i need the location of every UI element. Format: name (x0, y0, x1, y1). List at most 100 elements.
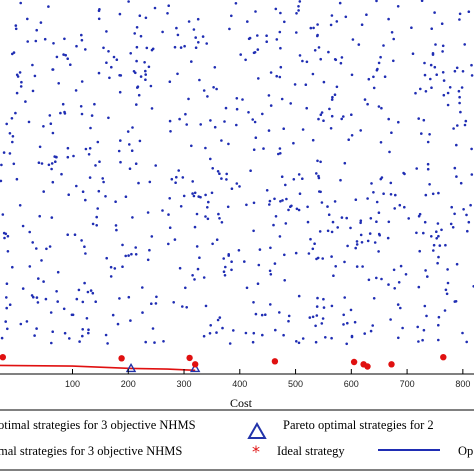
scatter-point (202, 334, 206, 338)
scatter-point (222, 270, 226, 274)
scatter-point (230, 187, 234, 190)
scatter-point (192, 194, 196, 198)
scatter-point (419, 87, 422, 91)
scatter-point (196, 17, 200, 21)
scatter-point (48, 245, 52, 248)
scatter-point (320, 201, 324, 204)
scatter-point (251, 118, 254, 121)
scatter-point (453, 300, 457, 303)
scatter-point (375, 0, 378, 3)
scatter-point (75, 297, 79, 301)
scatter-point (199, 123, 202, 126)
scatter-point (162, 340, 165, 343)
scatter-point (216, 170, 220, 173)
scatter-point (458, 18, 461, 21)
scatter-point (254, 136, 258, 139)
scatter-point (315, 172, 318, 175)
scatter-point (8, 152, 12, 155)
scatter-point (135, 26, 139, 29)
scatter-point (30, 294, 34, 297)
scatter-point (363, 332, 367, 335)
scatter-point (269, 71, 273, 74)
scatter-point (335, 20, 339, 23)
scatter-point (301, 177, 304, 180)
scatter-point (347, 138, 351, 141)
scatter-point (397, 336, 400, 340)
scatter-point (216, 318, 220, 322)
scatter-point (459, 181, 463, 185)
scatter-point (280, 175, 284, 178)
scatter-point (228, 27, 231, 31)
scatter-point (202, 89, 206, 92)
scatter-point (50, 216, 54, 219)
plot-area (0, 0, 474, 373)
scatter-point (320, 322, 324, 325)
scatter-point (187, 97, 190, 101)
scatter-point (129, 52, 132, 55)
scatter-point (275, 38, 279, 41)
scatter-point (84, 147, 88, 151)
scatter-point (88, 147, 92, 150)
scatter-point (85, 317, 89, 320)
scatter-point (377, 211, 381, 214)
scatter-point (21, 224, 25, 228)
scatter-point (383, 75, 387, 78)
scatter-point (319, 57, 323, 61)
scatter-point (435, 237, 439, 240)
scatter-point (235, 182, 239, 185)
scatter-point (173, 238, 177, 241)
scatter-point (184, 286, 187, 290)
scatter-point (389, 181, 393, 185)
scatter-point (371, 324, 375, 327)
scatter-point (455, 143, 458, 147)
scatter-point (389, 193, 393, 196)
scatter-point (316, 33, 319, 37)
scatter-point (167, 213, 170, 216)
scatter-point (183, 44, 186, 48)
scatter-point (185, 306, 188, 309)
scatter-point (227, 253, 230, 256)
scatter-point (429, 63, 433, 67)
scatter-point (470, 74, 474, 77)
scatter-point (327, 213, 331, 216)
scatter-point (322, 80, 326, 84)
scatter-point (435, 73, 439, 76)
scatter-point (256, 48, 260, 51)
scatter-point (26, 17, 29, 21)
scatter-point (432, 249, 435, 252)
scatter-point (320, 111, 324, 114)
scatter-point (20, 80, 23, 84)
scatter-point (268, 199, 272, 203)
scatter-point (75, 184, 78, 188)
scatter-point (390, 131, 393, 134)
scatter-point (168, 119, 172, 123)
scatter-point (380, 277, 383, 281)
scatter-point (91, 222, 95, 226)
scatter-point (190, 60, 193, 63)
legend-box (0, 409, 474, 471)
scatter-point (192, 28, 196, 31)
red-optimal-point (118, 355, 125, 362)
scatter-point (369, 329, 373, 333)
scatter-point (330, 304, 334, 308)
scatter-point (25, 320, 29, 323)
scatter-point (244, 58, 247, 62)
scatter-point (181, 176, 185, 179)
scatter-point (254, 10, 257, 13)
scatter-point (148, 248, 151, 252)
scatter-point (178, 117, 181, 121)
x-tick-label: 600 (344, 379, 359, 389)
scatter-point (326, 205, 329, 208)
scatter-point (51, 180, 55, 184)
scatter-point (453, 212, 456, 216)
scatter-point (51, 131, 55, 135)
scatter-point (458, 12, 462, 16)
scatter-point (461, 70, 465, 73)
scatter-point (193, 225, 197, 229)
scatter-point (375, 220, 378, 223)
scatter-point (415, 167, 419, 170)
scatter-point (301, 337, 305, 340)
scatter-point (145, 46, 149, 50)
scatter-point (43, 37, 47, 41)
scatter-point (389, 318, 392, 321)
